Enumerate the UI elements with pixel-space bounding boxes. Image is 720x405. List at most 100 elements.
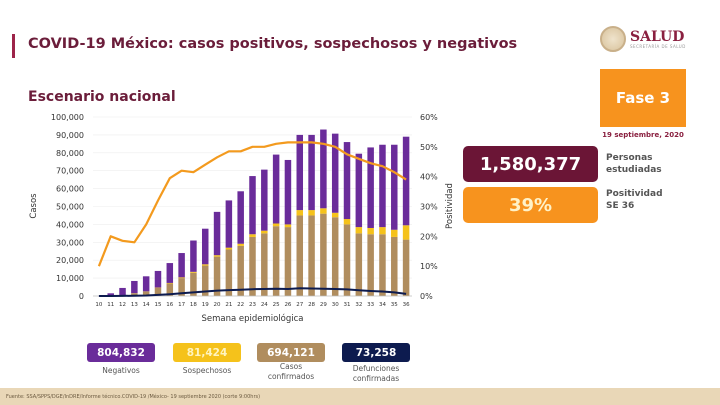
y-tick-label: 80,000: [56, 149, 84, 158]
bar-confirmados: [166, 283, 174, 296]
bar-negativos: [272, 154, 280, 224]
y-tick-label: 30,000: [56, 238, 84, 247]
y-tick-label: 0: [79, 292, 84, 301]
bar-confirmados: [367, 234, 374, 296]
bar-sospechosos: [237, 243, 244, 246]
bar-negativos: [284, 159, 292, 225]
x-axis-label: Semana epidemiológica: [201, 313, 303, 324]
y-axis-label: Casos: [29, 193, 39, 219]
stat-confirmados-label: Casos confirmados: [267, 362, 315, 381]
bar-confirmados: [225, 249, 233, 296]
bar-sospechosos: [190, 271, 197, 273]
x-tick-label: 10: [95, 302, 102, 308]
bar-negativos: [379, 144, 386, 228]
bar-negativos: [142, 276, 150, 292]
bar-sospechosos: [308, 210, 315, 216]
positividad-label-line2: SE 36: [606, 201, 635, 211]
bar-negativos: [201, 228, 209, 265]
bar-sospechosos: [213, 255, 221, 257]
page-subtitle: Escenario nacional: [28, 89, 176, 105]
y-tick-label: 50,000: [56, 203, 84, 212]
bar-sospechosos: [355, 227, 363, 234]
stat-sospechosos-value: 81,424: [173, 343, 241, 362]
x-tick-label: 19: [202, 302, 209, 308]
bar-sospechosos: [367, 227, 374, 235]
positividad-label: Positividad SE 36: [606, 188, 696, 212]
bar-negativos: [331, 133, 339, 213]
bar-negativos: [308, 134, 315, 211]
bar-confirmados: [391, 236, 398, 296]
bar-sospechosos: [178, 277, 185, 279]
y2-tick-label: 0%: [420, 292, 433, 301]
x-tick-label: 18: [190, 302, 197, 308]
bar-sospechosos: [225, 247, 233, 250]
bar-sospechosos: [331, 212, 339, 218]
personas-label-line2: estudiadas: [606, 165, 662, 175]
bar-confirmados: [296, 215, 304, 296]
x-tick-label: 26: [284, 302, 291, 308]
bar-confirmados: [308, 215, 315, 296]
bar-sospechosos: [249, 234, 256, 237]
y2-tick-label: 40%: [420, 173, 438, 182]
x-tick-label: 29: [320, 302, 327, 308]
bar-negativos: [391, 144, 398, 230]
phase-badge: Fase 3: [600, 69, 686, 127]
bar-confirmados: [331, 217, 339, 296]
x-tick-label: 32: [355, 302, 362, 308]
bar-confirmados: [178, 278, 185, 296]
bar-sospechosos: [391, 229, 398, 237]
bar-confirmados: [213, 256, 221, 296]
bar-confirmados: [249, 236, 256, 296]
x-tick-label: 15: [154, 302, 161, 308]
bar-confirmados: [190, 272, 197, 296]
x-tick-label: 11: [107, 302, 114, 308]
x-tick-label: 35: [391, 302, 398, 308]
bar-negativos: [237, 191, 244, 244]
bar-sospechosos: [320, 208, 327, 214]
bar-confirmados: [131, 293, 138, 296]
bar-negativos: [178, 253, 185, 278]
bar-negativos: [225, 200, 233, 248]
x-tick-label: 33: [367, 302, 374, 308]
line-defunciones: [98, 287, 407, 297]
x-tick-label: 36: [403, 302, 410, 308]
stat-confirmados-value: 694,121: [257, 343, 325, 362]
y2-tick-label: 60%: [420, 113, 438, 122]
bar-negativos: [119, 287, 126, 296]
salud-logo: SALUD SECRETARÍA DE SALUD: [600, 26, 686, 52]
bar-sospechosos: [272, 223, 280, 227]
bar-confirmados: [284, 227, 292, 296]
bar-sospechosos: [296, 210, 304, 216]
bar-sospechosos: [343, 219, 351, 225]
bar-confirmados: [320, 213, 327, 296]
x-tick-label: 17: [178, 302, 185, 308]
bar-sospechosos: [261, 230, 268, 234]
x-tick-label: 23: [249, 302, 256, 308]
bar-negativos: [166, 263, 174, 283]
y2-tick-label: 50%: [420, 143, 438, 152]
x-tick-label: 27: [296, 302, 303, 308]
stat-sospechosos-label: Sospechosos: [182, 366, 232, 375]
x-tick-label: 31: [344, 302, 351, 308]
y-tick-label: 70,000: [56, 167, 84, 176]
page-title: COVID-19 México: casos positivos, sospec…: [28, 36, 518, 52]
stat-negativos-value: 804,832: [87, 343, 155, 362]
bar-confirmados: [379, 234, 386, 296]
y2-tick-label: 10%: [420, 262, 438, 271]
bar-negativos: [213, 211, 221, 256]
bar-negativos: [107, 293, 114, 296]
personas-estudiadas-value: 1,580,377: [463, 146, 598, 182]
bar-sospechosos: [379, 227, 386, 235]
y2-tick-label: 20%: [420, 232, 438, 241]
x-tick-label: 25: [273, 302, 280, 308]
x-tick-label: 28: [308, 302, 315, 308]
x-tick-label: 16: [166, 302, 173, 308]
report-date: 19 septiembre, 2020: [602, 131, 684, 139]
seal-icon: [600, 26, 626, 52]
y-tick-label: 10,000: [56, 274, 84, 283]
title-accent-bar: [12, 34, 15, 58]
personas-label-line1: Personas: [606, 153, 653, 163]
bar-sospechosos: [166, 282, 174, 284]
x-tick-label: 21: [225, 302, 232, 308]
x-tick-label: 14: [143, 302, 150, 308]
